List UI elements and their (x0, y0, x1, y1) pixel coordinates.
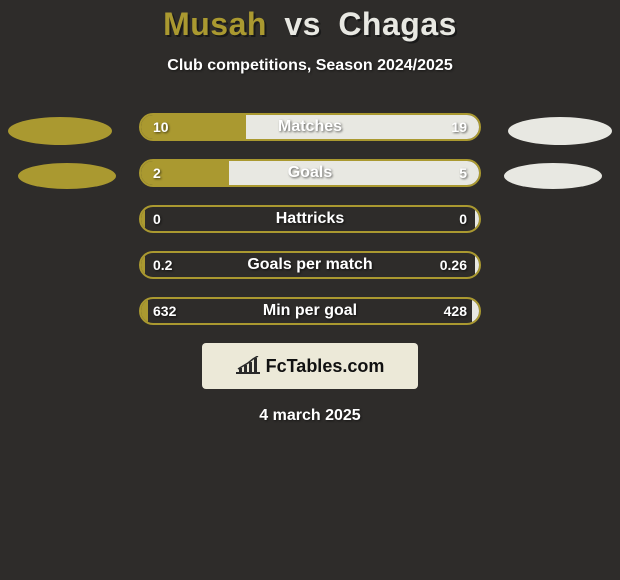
stat-value-left: 0 (153, 207, 161, 231)
brand-text: FcTables.com (266, 356, 385, 377)
badge-player2-top (508, 117, 612, 145)
title: Musah vs Chagas (0, 0, 620, 43)
stat-row: 1019Matches (139, 113, 481, 141)
stat-row: 0 0Hattricks (139, 205, 481, 233)
stat-row: 632 428Min per goal (139, 297, 481, 325)
stat-fill-right (229, 161, 479, 185)
stat-value-right: 0 (459, 207, 467, 231)
badge-player1-top (8, 117, 112, 145)
footer-date: 4 march 2025 (0, 407, 620, 425)
stat-bars: 1019Matches 25Goals 0 0Hattricks 0.2 0.26Goal… (139, 113, 481, 325)
title-player2: Chagas (338, 6, 457, 42)
stat-row: 25Goals (139, 159, 481, 187)
title-vs: vs (284, 6, 321, 42)
stat-fill-left (141, 115, 246, 139)
brand-badge: FcTables.com (202, 343, 418, 389)
stat-value-left: 0.2 (153, 253, 172, 277)
subtitle: Club competitions, Season 2024/2025 (0, 57, 620, 75)
stat-fill-right (246, 115, 479, 139)
stat-value-left: 632 (153, 299, 176, 323)
badge-player2-mid (504, 163, 602, 189)
stat-label: Hattricks (141, 207, 479, 231)
stat-value-right: 0.26 (440, 253, 467, 277)
stat-fill-left (141, 207, 145, 231)
content: 1019Matches 25Goals 0 0Hattricks 0.2 0.26Goal… (0, 113, 620, 425)
stat-value-right: 428 (444, 299, 467, 323)
stat-label: Goals per match (141, 253, 479, 277)
stat-fill-left (141, 253, 145, 277)
title-player1: Musah (163, 6, 267, 42)
brand-chart-icon (236, 356, 260, 376)
comparison-infographic: Musah vs Chagas Club competitions, Seaso… (0, 0, 620, 580)
stat-label: Min per goal (141, 299, 479, 323)
stat-fill-left (141, 161, 229, 185)
stat-fill-right (472, 299, 479, 323)
stat-fill-right (475, 253, 479, 277)
badge-player1-mid (18, 163, 116, 189)
stat-row: 0.2 0.26Goals per match (139, 251, 481, 279)
stat-fill-right (475, 207, 479, 231)
stat-fill-left (141, 299, 148, 323)
